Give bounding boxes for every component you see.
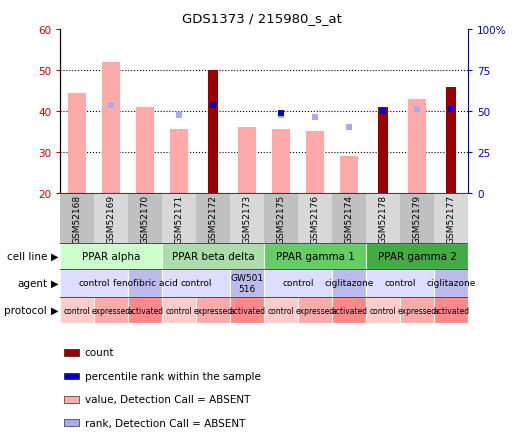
Bar — [366, 269, 434, 297]
Bar — [238, 128, 256, 193]
Text: control: control — [370, 306, 396, 315]
Bar — [94, 297, 128, 323]
Text: GDS1373 / 215980_s_at: GDS1373 / 215980_s_at — [181, 12, 342, 25]
Text: control: control — [384, 279, 416, 288]
Bar — [446, 87, 456, 193]
Text: rank, Detection Call = ABSENT: rank, Detection Call = ABSENT — [85, 418, 245, 427]
Text: PPAR gamma 2: PPAR gamma 2 — [378, 251, 457, 261]
Text: GW501
516: GW501 516 — [231, 273, 264, 293]
Bar — [332, 269, 366, 297]
Bar — [230, 297, 264, 323]
Text: control: control — [268, 306, 294, 315]
Text: control: control — [78, 279, 110, 288]
Bar — [298, 297, 332, 323]
Bar — [128, 297, 162, 323]
Text: fenofibric acid: fenofibric acid — [112, 279, 178, 288]
Bar — [230, 269, 264, 297]
Bar — [60, 193, 94, 243]
Bar — [128, 193, 162, 243]
Bar — [298, 193, 332, 243]
Bar — [340, 157, 358, 193]
Bar — [162, 269, 230, 297]
Bar — [196, 193, 230, 243]
Text: GSM52172: GSM52172 — [209, 194, 218, 243]
Text: GSM52178: GSM52178 — [379, 194, 388, 243]
Bar — [366, 243, 468, 269]
Bar — [64, 373, 78, 379]
Bar — [128, 269, 162, 297]
Bar — [264, 269, 332, 297]
Bar — [170, 130, 188, 193]
Bar — [306, 132, 324, 193]
Text: protocol: protocol — [4, 306, 47, 315]
Text: activated: activated — [331, 306, 367, 315]
Bar — [332, 193, 366, 243]
Text: control: control — [166, 306, 192, 315]
Bar — [272, 130, 290, 193]
Text: control: control — [64, 306, 90, 315]
Text: GSM52177: GSM52177 — [447, 194, 456, 243]
Bar — [230, 193, 264, 243]
Text: count: count — [85, 348, 114, 358]
Bar — [60, 297, 94, 323]
Text: ciglitazone: ciglitazone — [324, 279, 374, 288]
Text: control: control — [282, 279, 314, 288]
Bar — [366, 297, 400, 323]
Bar — [162, 193, 196, 243]
Bar — [264, 243, 366, 269]
Text: ▶: ▶ — [51, 278, 58, 288]
Bar — [102, 63, 120, 193]
Bar — [378, 108, 388, 193]
Text: GSM52168: GSM52168 — [73, 194, 82, 243]
Text: GSM52179: GSM52179 — [413, 194, 422, 243]
Text: GSM52170: GSM52170 — [141, 194, 150, 243]
Text: agent: agent — [17, 278, 47, 288]
Bar — [400, 297, 434, 323]
Bar — [400, 193, 434, 243]
Bar — [94, 193, 128, 243]
Bar — [332, 297, 366, 323]
Bar — [264, 297, 298, 323]
Bar — [136, 108, 154, 193]
Text: PPAR beta delta: PPAR beta delta — [172, 251, 254, 261]
Bar — [64, 349, 78, 356]
Bar — [264, 193, 298, 243]
Text: PPAR gamma 1: PPAR gamma 1 — [276, 251, 355, 261]
Text: activated: activated — [127, 306, 163, 315]
Text: expressed: expressed — [194, 306, 233, 315]
Text: GSM52171: GSM52171 — [175, 194, 184, 243]
Bar — [434, 297, 468, 323]
Text: activated: activated — [229, 306, 265, 315]
Text: PPAR alpha: PPAR alpha — [82, 251, 140, 261]
Text: value, Detection Call = ABSENT: value, Detection Call = ABSENT — [85, 395, 250, 404]
Text: ▶: ▶ — [51, 251, 58, 261]
Bar — [434, 193, 468, 243]
Bar — [162, 297, 196, 323]
Bar — [64, 419, 78, 426]
Text: GSM52174: GSM52174 — [345, 194, 354, 243]
Bar — [68, 93, 86, 193]
Bar — [196, 297, 230, 323]
Bar — [60, 269, 128, 297]
Bar — [64, 396, 78, 403]
Text: expressed: expressed — [92, 306, 131, 315]
Bar — [208, 71, 218, 193]
Bar — [162, 243, 264, 269]
Text: GSM52173: GSM52173 — [243, 194, 252, 243]
Text: percentile rank within the sample: percentile rank within the sample — [85, 371, 260, 381]
Bar — [366, 193, 400, 243]
Text: GSM52169: GSM52169 — [107, 194, 116, 243]
Bar — [408, 99, 426, 193]
Text: GSM52175: GSM52175 — [277, 194, 286, 243]
Bar — [434, 269, 468, 297]
Text: activated: activated — [433, 306, 469, 315]
Text: ciglitazone: ciglitazone — [426, 279, 476, 288]
Text: ▶: ▶ — [51, 306, 58, 315]
Text: cell line: cell line — [7, 251, 47, 261]
Bar — [60, 243, 162, 269]
Text: GSM52176: GSM52176 — [311, 194, 320, 243]
Text: expressed: expressed — [397, 306, 437, 315]
Text: expressed: expressed — [295, 306, 335, 315]
Text: control: control — [180, 279, 212, 288]
